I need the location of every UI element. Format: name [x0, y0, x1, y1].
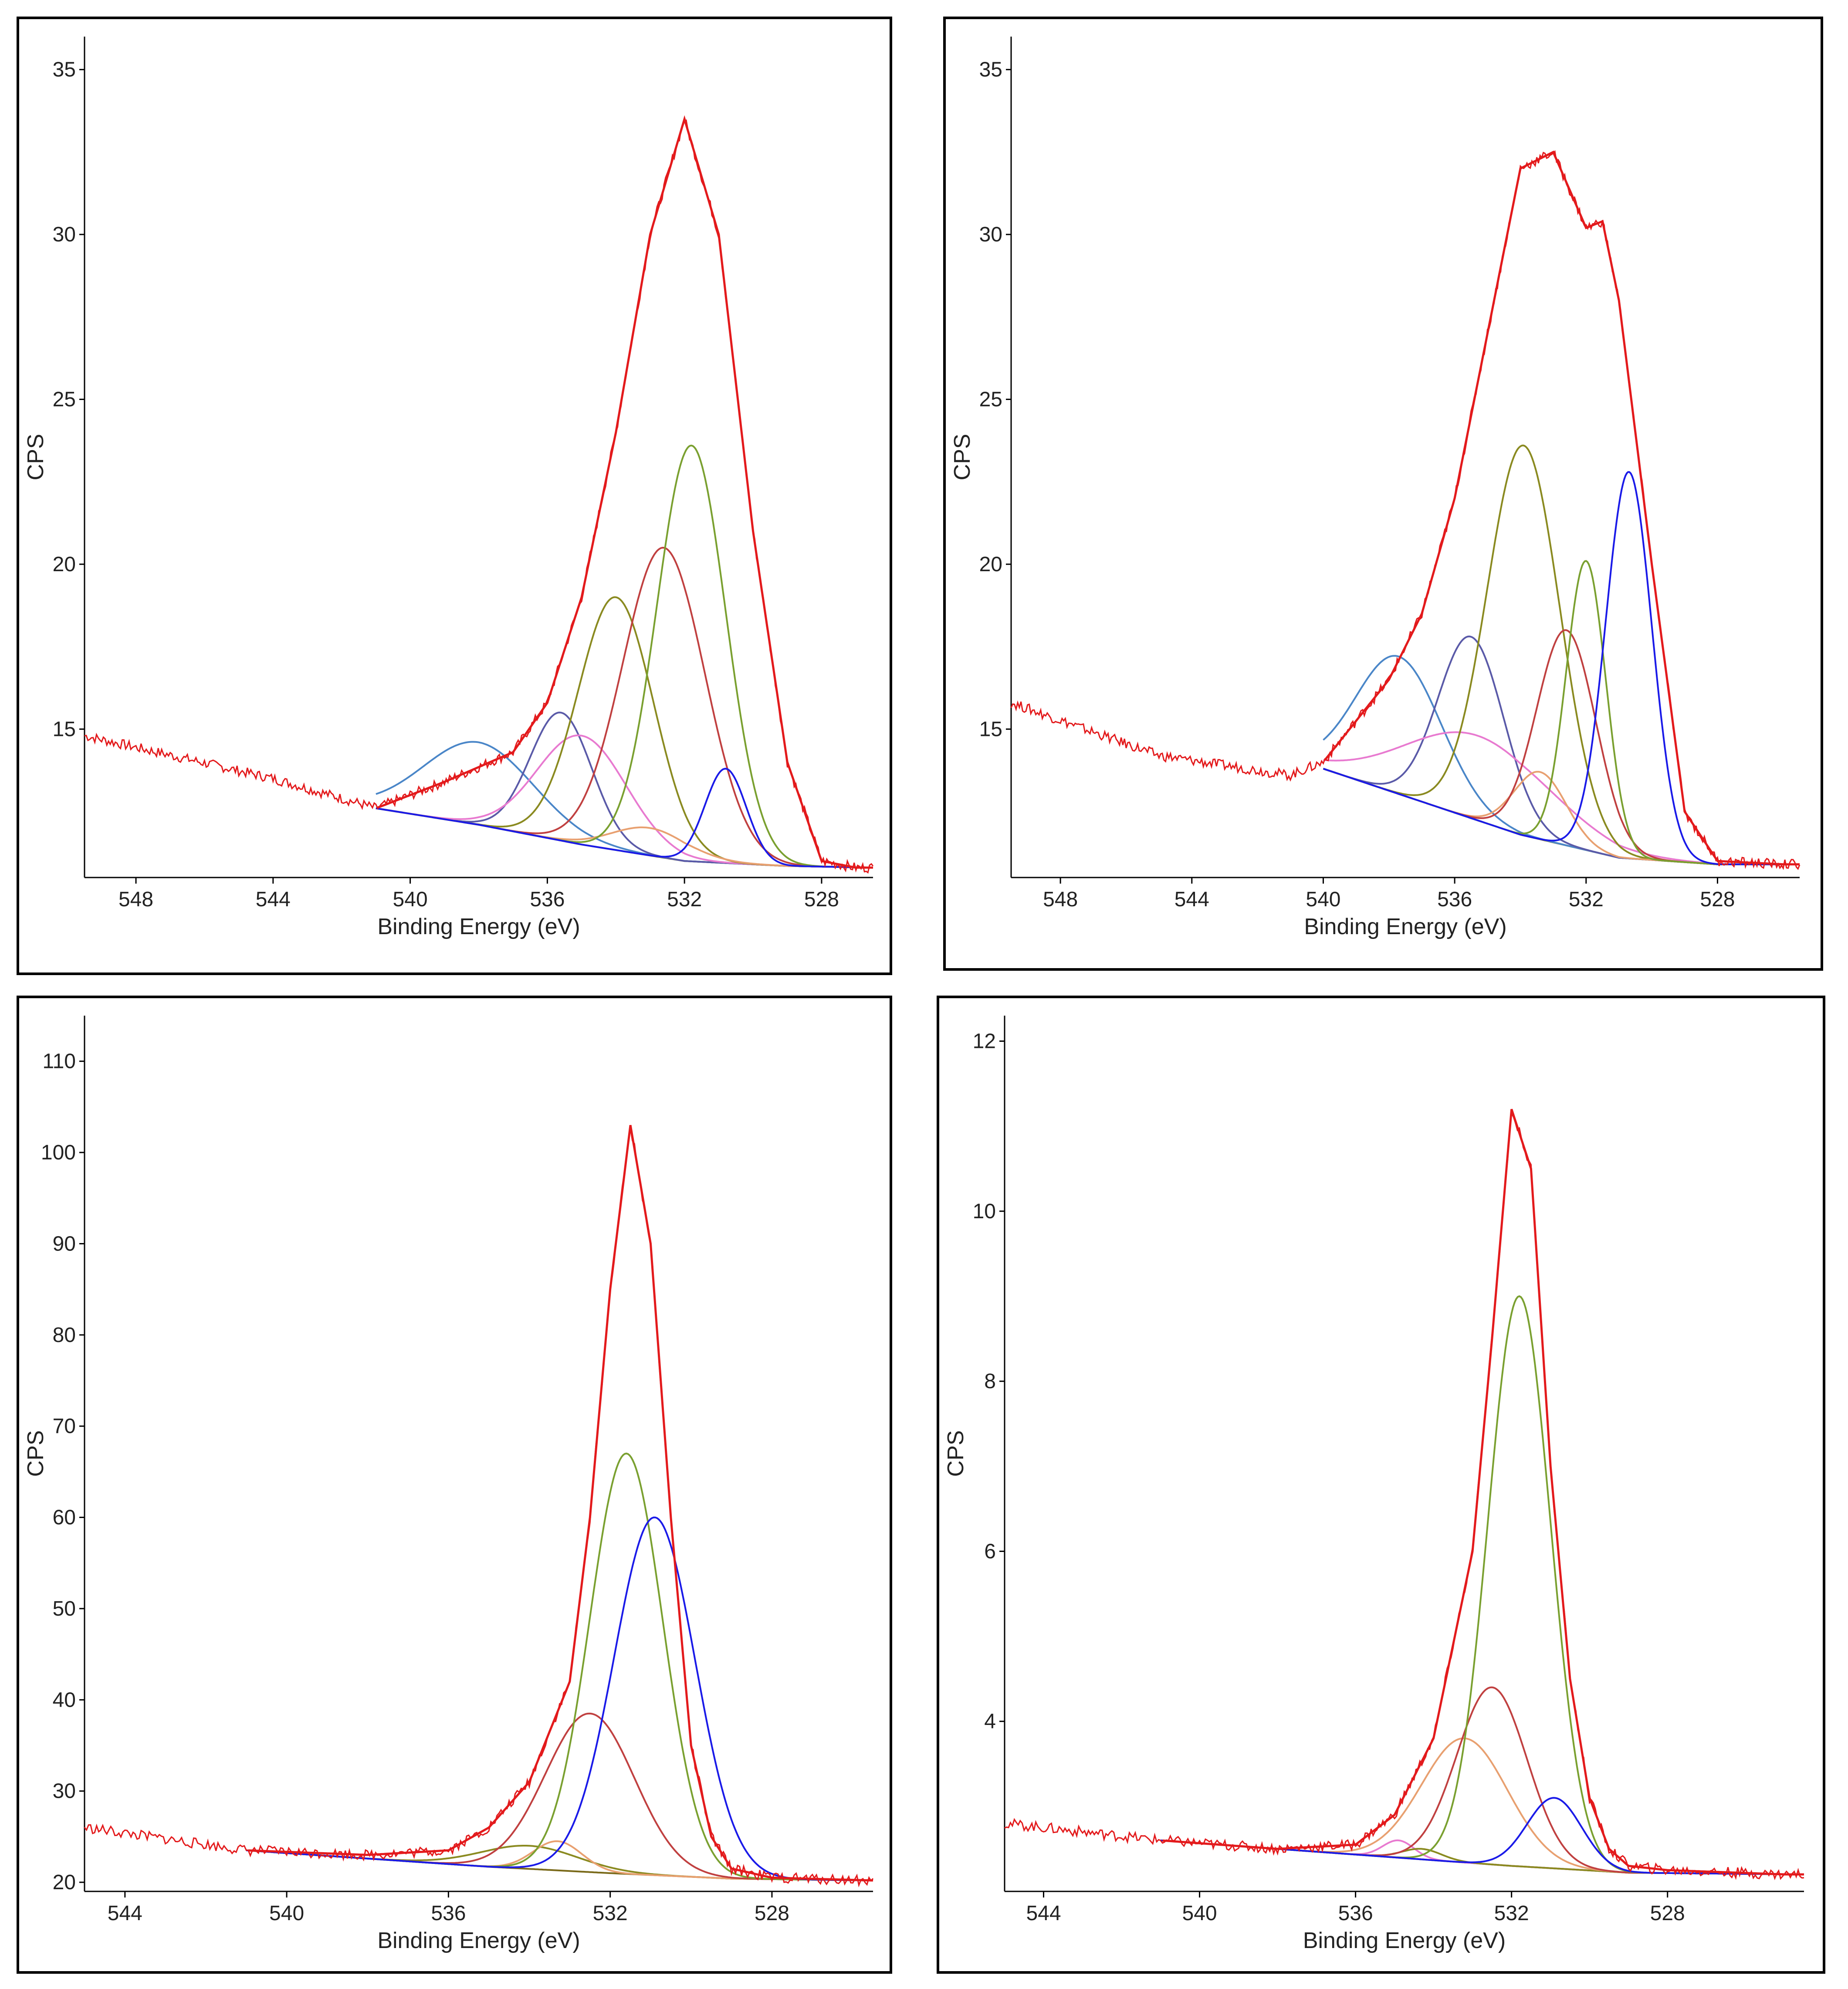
- chart-svg-1: 15 20 25 30 35 548 544 540 536 532 528 Binding Ener…: [23, 37, 874, 939]
- x-axis-title: Binding Energy (eV): [377, 1928, 580, 1953]
- y-tick-label: 100: [41, 1141, 76, 1164]
- component-peak-4: [246, 1452, 873, 1881]
- y-tick-label: 15: [979, 718, 1002, 741]
- chart-panel-bottom-right: 4 6 8 10 12 544 540 536 532 528 Binding Energy (eV…: [937, 996, 1825, 1974]
- y-tick-label: 25: [53, 388, 76, 411]
- x-tick-label: 528: [1700, 888, 1735, 911]
- component-peak-1: [376, 741, 873, 869]
- chart-svg-3: 20 30 40 50 60 70 80 90 100 110 544 540 536 532 528 Bin…: [23, 1016, 874, 1953]
- x-axis-title: Binding Energy (eV): [377, 914, 580, 939]
- x-tick-label: 532: [667, 888, 702, 911]
- x-tick-label: 528: [1650, 1902, 1685, 1925]
- y-tick-label: 4: [984, 1710, 996, 1733]
- component-peak-7: [1323, 560, 1799, 865]
- y-axis-title: CPS: [943, 1430, 968, 1477]
- component-peak-6: [1323, 629, 1799, 865]
- chart-panel-top-left: 15 20 25 30 35 548 544 540 536 532 528 Binding Ener…: [17, 17, 892, 975]
- chart-svg-2: 15 20 25 30 35 548 544 540 536 532 528 Binding Ener…: [950, 37, 1801, 939]
- baseline-line: [1323, 768, 1800, 865]
- x-tick-label: 540: [269, 1902, 304, 1925]
- component-peak-5: [376, 807, 873, 869]
- y-tick-label: 90: [53, 1232, 76, 1255]
- y-tick-label: 60: [53, 1506, 76, 1529]
- raw-spectrum-line: [1004, 1111, 1804, 1881]
- y-tick-label: 20: [979, 553, 1002, 576]
- x-tick-label: 544: [256, 888, 291, 911]
- x-tick-label: 540: [393, 888, 428, 911]
- x-tick-label: 532: [1569, 888, 1604, 911]
- y-tick-label: 30: [53, 223, 76, 246]
- x-tick-label: 544: [1174, 888, 1209, 911]
- component-peak-8: [376, 768, 873, 869]
- baseline-line: [1160, 1839, 1804, 1875]
- y-tick-label: 30: [53, 1780, 76, 1803]
- y-tick-label: 35: [53, 58, 76, 81]
- x-tick-label: 548: [1043, 888, 1078, 911]
- component-peak-2: [1160, 1839, 1804, 1875]
- y-tick-label: 20: [53, 1871, 76, 1894]
- envelope-fit-line: [1162, 1108, 1804, 1876]
- y-axis-title: CPS: [950, 434, 975, 481]
- y-axis-title: CPS: [23, 434, 48, 481]
- raw-spectrum-line: [1010, 150, 1801, 870]
- component-peak-3: [376, 734, 873, 869]
- y-tick-label: 25: [979, 388, 1002, 411]
- y-tick-label: 6: [984, 1540, 996, 1563]
- x-tick-label: 536: [1338, 1902, 1373, 1925]
- y-tick-label: 12: [973, 1030, 996, 1053]
- component-peak-4: [376, 596, 873, 869]
- x-axis-title: Binding Energy (eV): [1303, 1928, 1506, 1953]
- component-peak-5: [1160, 1295, 1804, 1875]
- y-axis-title: CPS: [23, 1430, 48, 1477]
- x-tick-label: 528: [804, 888, 839, 911]
- x-axis-title: Binding Energy (eV): [1304, 914, 1506, 939]
- x-tick-label: 536: [1437, 888, 1472, 911]
- y-tick-label: 10: [973, 1200, 996, 1223]
- chart-svg-4: 4 6 8 10 12 544 540 536 532 528 Binding Energy (eV…: [943, 1016, 1804, 1953]
- y-tick-label: 50: [53, 1597, 76, 1620]
- component-peak-1: [1160, 1839, 1804, 1875]
- chart-panel-top-right: 15 20 25 30 35 548 544 540 536 532 528 Binding Ener…: [943, 17, 1823, 971]
- x-tick-label: 536: [530, 888, 565, 911]
- envelope-fit-line: [1324, 150, 1800, 866]
- y-tick-label: 40: [53, 1688, 76, 1711]
- y-tick-label: 20: [53, 553, 76, 576]
- x-tick-label: 544: [1026, 1902, 1061, 1925]
- x-tick-label: 528: [755, 1902, 789, 1925]
- component-peak-5: [246, 1516, 873, 1881]
- x-tick-label: 540: [1182, 1902, 1217, 1925]
- y-tick-label: 35: [979, 58, 1002, 81]
- y-tick-label: 8: [984, 1370, 996, 1393]
- component-peak-1: [1323, 655, 1799, 865]
- x-tick-label: 532: [593, 1902, 628, 1925]
- chart-panel-bottom-left: 20 30 40 50 60 70 80 90 100 110 544 540 536 532 528 Bin…: [17, 996, 892, 1974]
- x-tick-label: 548: [118, 888, 153, 911]
- x-tick-label: 536: [431, 1902, 466, 1925]
- y-tick-label: 15: [53, 718, 76, 741]
- raw-spectrum-line: [84, 1128, 874, 1887]
- raw-spectrum-line: [84, 119, 874, 874]
- envelope-fit-line: [377, 115, 873, 869]
- x-tick-label: 532: [1494, 1902, 1529, 1925]
- component-peak-5: [1323, 768, 1799, 865]
- y-tick-label: 30: [979, 223, 1002, 246]
- y-tick-label: 80: [53, 1324, 76, 1347]
- x-tick-label: 544: [108, 1902, 142, 1925]
- envelope-fit-line: [248, 1125, 873, 1882]
- component-peak-3: [1160, 1737, 1804, 1875]
- baseline-line: [376, 807, 873, 869]
- y-tick-label: 70: [53, 1415, 76, 1438]
- x-tick-label: 540: [1306, 888, 1340, 911]
- y-tick-label: 110: [42, 1050, 76, 1073]
